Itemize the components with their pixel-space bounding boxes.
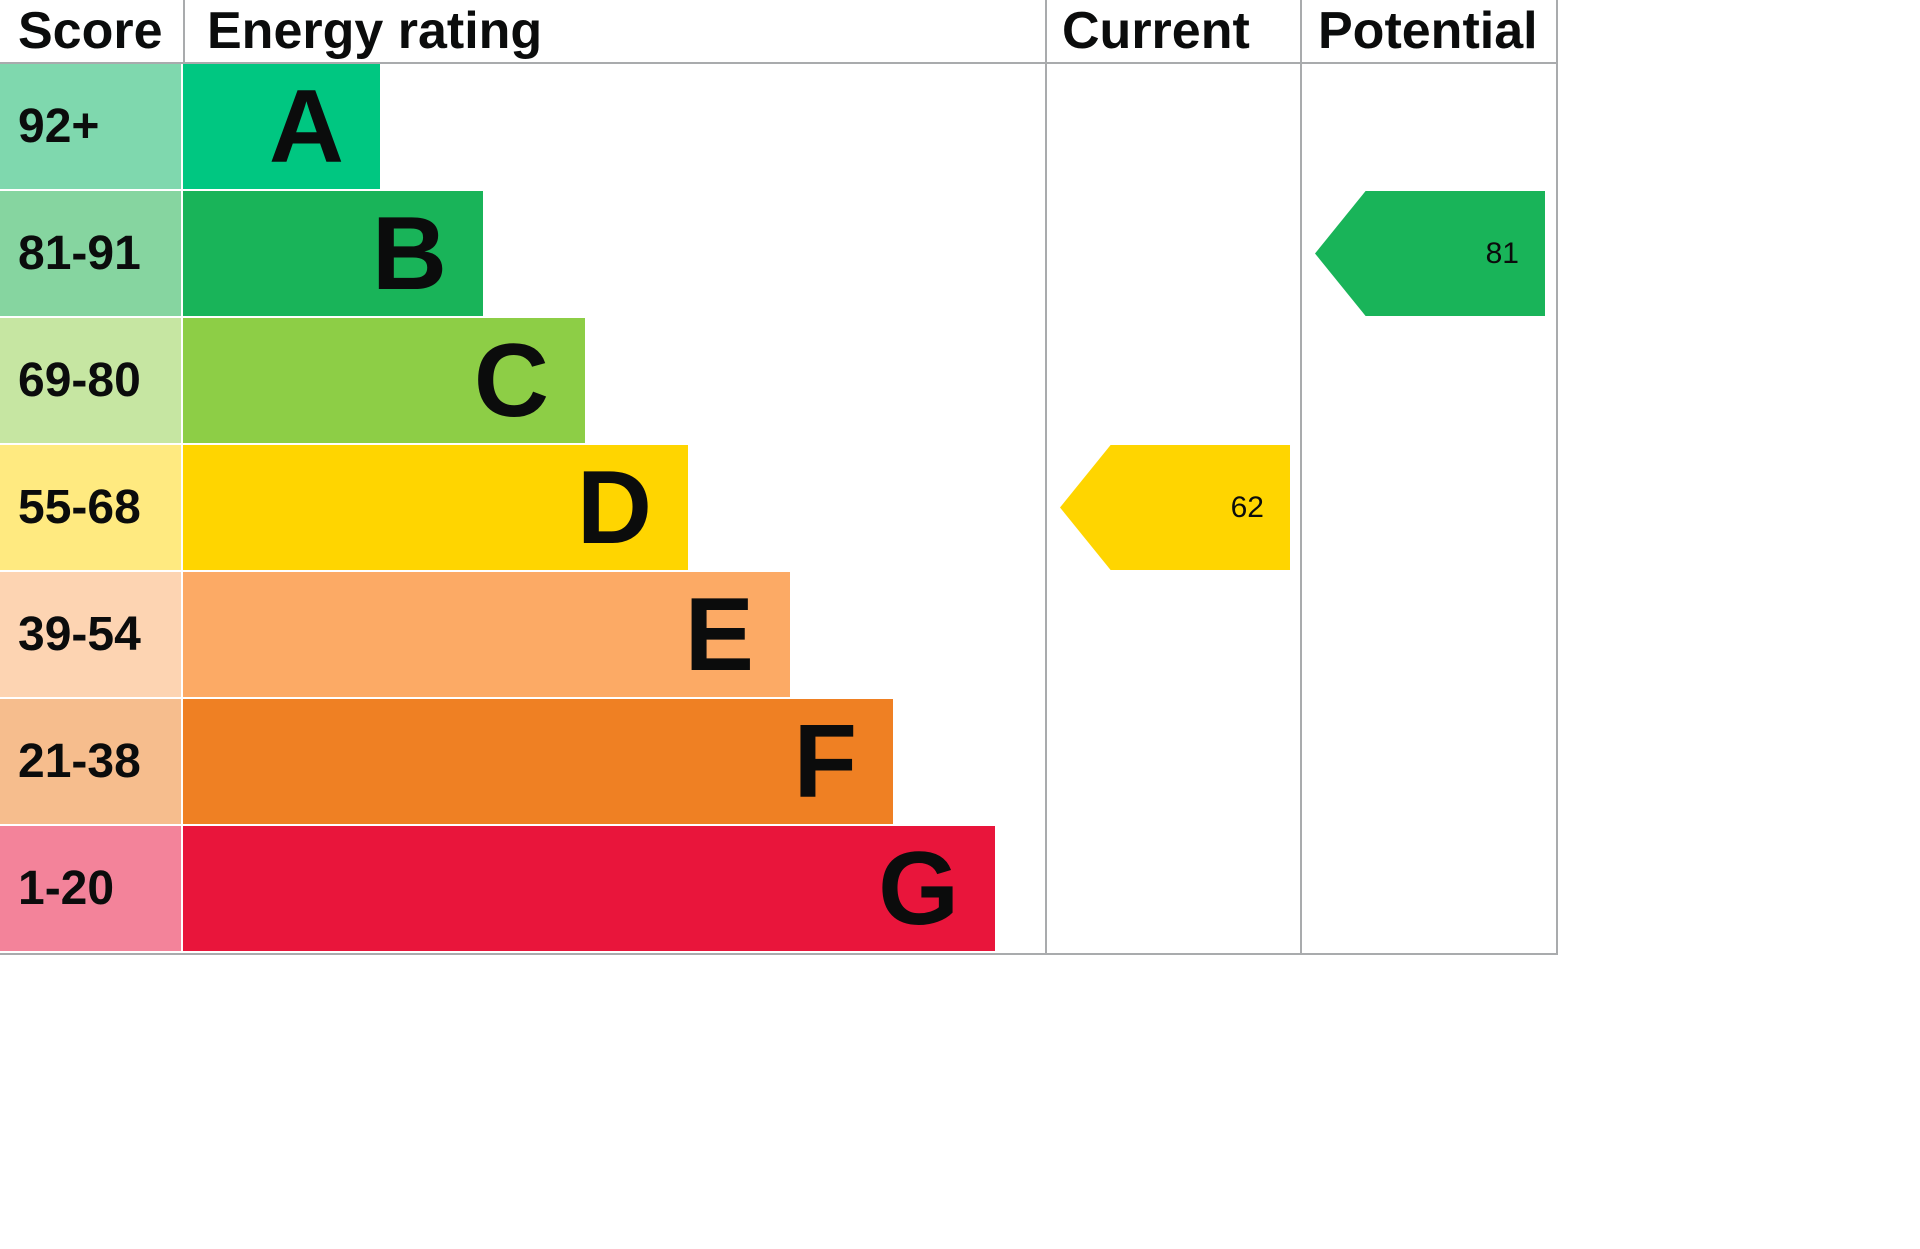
- potential-header: Potential: [1318, 2, 1538, 60]
- band-bar-b: B: [183, 191, 483, 316]
- band-letter: G: [878, 830, 959, 947]
- potential-column-divider: [1300, 0, 1302, 955]
- band-letter: A: [268, 68, 344, 185]
- band-row-g: 1-20 G: [0, 826, 1045, 951]
- band-row-c: 69-80 C: [0, 318, 1045, 443]
- band-row-e: 39-54 E: [0, 572, 1045, 697]
- score-range-a: 92+: [0, 64, 181, 189]
- band-bar-e: E: [183, 572, 790, 697]
- band-row-a: 92+ A: [0, 64, 1045, 189]
- energy-rating-header: Energy rating: [207, 2, 543, 60]
- band-letter: D: [576, 449, 652, 566]
- current-header: Current: [1062, 2, 1250, 60]
- score-range-g: 1-20: [0, 826, 181, 951]
- score-range-d: 55-68: [0, 445, 181, 570]
- score-range-e: 39-54: [0, 572, 181, 697]
- band-bar-c: C: [183, 318, 585, 443]
- band-letter: B: [371, 195, 447, 312]
- band-row-d: 55-68 D: [0, 445, 1045, 570]
- current-column-divider: [1045, 0, 1047, 955]
- potential-rating-pointer: 81: [1315, 191, 1545, 316]
- band-bar-a: A: [183, 64, 380, 189]
- current-rating-pointer: 62: [1060, 445, 1290, 570]
- band-letter: F: [793, 703, 857, 820]
- header-underline: [0, 62, 1558, 64]
- score-header: Score: [18, 2, 163, 60]
- band-bar-d: D: [183, 445, 688, 570]
- current-rating-value: 62: [1230, 490, 1264, 524]
- band-row-f: 21-38 F: [0, 699, 1045, 824]
- band-letter: C: [473, 322, 549, 439]
- chart-bottom-line: [0, 953, 1558, 955]
- band-row-b: 81-91 B: [0, 191, 1045, 316]
- score-column-divider: [183, 0, 185, 62]
- score-range-b: 81-91: [0, 191, 181, 316]
- band-bar-g: G: [183, 826, 995, 951]
- chart-right-border: [1556, 0, 1558, 955]
- potential-rating-value: 81: [1485, 236, 1519, 270]
- band-letter: E: [684, 576, 754, 693]
- band-bar-f: F: [183, 699, 893, 824]
- score-range-c: 69-80: [0, 318, 181, 443]
- score-range-f: 21-38: [0, 699, 181, 824]
